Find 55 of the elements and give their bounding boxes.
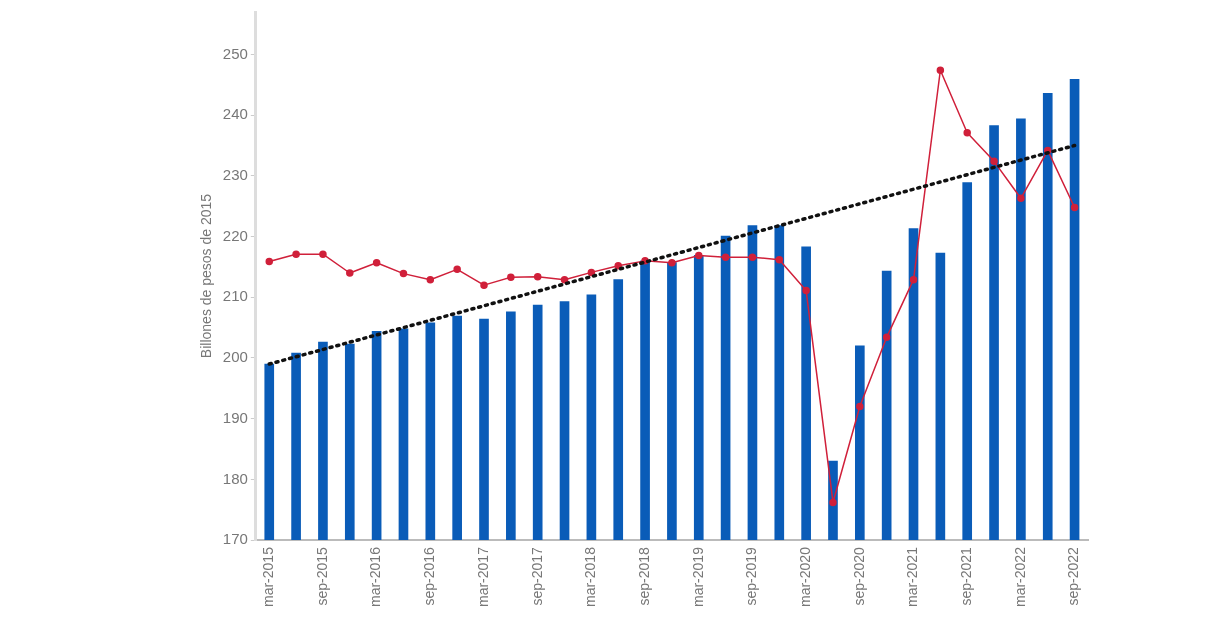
point xyxy=(372,258,381,267)
x-tick-label: mar-2018 xyxy=(582,546,599,607)
x-tick-label: mar-2019 xyxy=(689,546,706,607)
point xyxy=(829,498,837,507)
point xyxy=(346,269,354,277)
y-tick-label: 210 xyxy=(222,287,248,305)
x-tick-label: mar-2017 xyxy=(474,546,491,607)
x-tick-label: mar-2022 xyxy=(1011,546,1028,607)
y-axis-title: Billones de pesos de 2015 xyxy=(198,193,215,359)
point xyxy=(748,253,757,261)
point xyxy=(1017,194,1025,203)
point xyxy=(319,250,327,258)
y-tick-label: 230 xyxy=(222,166,248,184)
x-tick-label: sep-2018 xyxy=(635,546,652,606)
y-tick-label: 220 xyxy=(222,226,248,244)
point xyxy=(399,269,408,278)
point xyxy=(721,253,730,261)
point xyxy=(936,66,945,75)
point xyxy=(265,257,273,266)
point xyxy=(909,275,918,284)
y-tick-label: 180 xyxy=(222,469,248,487)
y-tick-label: 240 xyxy=(222,105,248,123)
point xyxy=(533,272,542,281)
x-tick-label: sep-2017 xyxy=(528,546,545,606)
point xyxy=(507,273,515,282)
point xyxy=(963,129,971,137)
x-tick-label: sep-2021 xyxy=(958,546,975,606)
y-tick-label: 250 xyxy=(222,44,248,62)
point xyxy=(882,333,891,342)
point xyxy=(480,281,488,289)
x-tick-label: sep-2015 xyxy=(313,546,330,606)
y-tick-label: 190 xyxy=(222,408,248,426)
x-tick-label: mar-2020 xyxy=(796,546,813,607)
x-tick-label: sep-2020 xyxy=(850,546,867,606)
x-tick-label: sep-2022 xyxy=(1065,546,1082,606)
point xyxy=(802,286,810,295)
point xyxy=(856,402,864,411)
point xyxy=(1070,203,1079,212)
y-tick-label: 200 xyxy=(222,348,248,366)
point xyxy=(292,250,300,258)
point xyxy=(453,265,461,274)
x-tick-label: sep-2016 xyxy=(421,546,438,606)
x-tick-label: sep-2019 xyxy=(743,546,760,606)
point xyxy=(426,275,435,284)
x-tick-label: mar-2021 xyxy=(904,546,921,607)
point xyxy=(695,251,703,260)
point xyxy=(587,268,596,277)
point xyxy=(614,261,622,270)
x-tick-label: mar-2015 xyxy=(260,546,277,607)
point xyxy=(668,258,676,267)
y-tick-label: 170 xyxy=(222,530,248,548)
point xyxy=(990,157,998,166)
point xyxy=(775,255,784,264)
x-tick-label: mar-2016 xyxy=(367,546,384,607)
point xyxy=(560,275,569,284)
